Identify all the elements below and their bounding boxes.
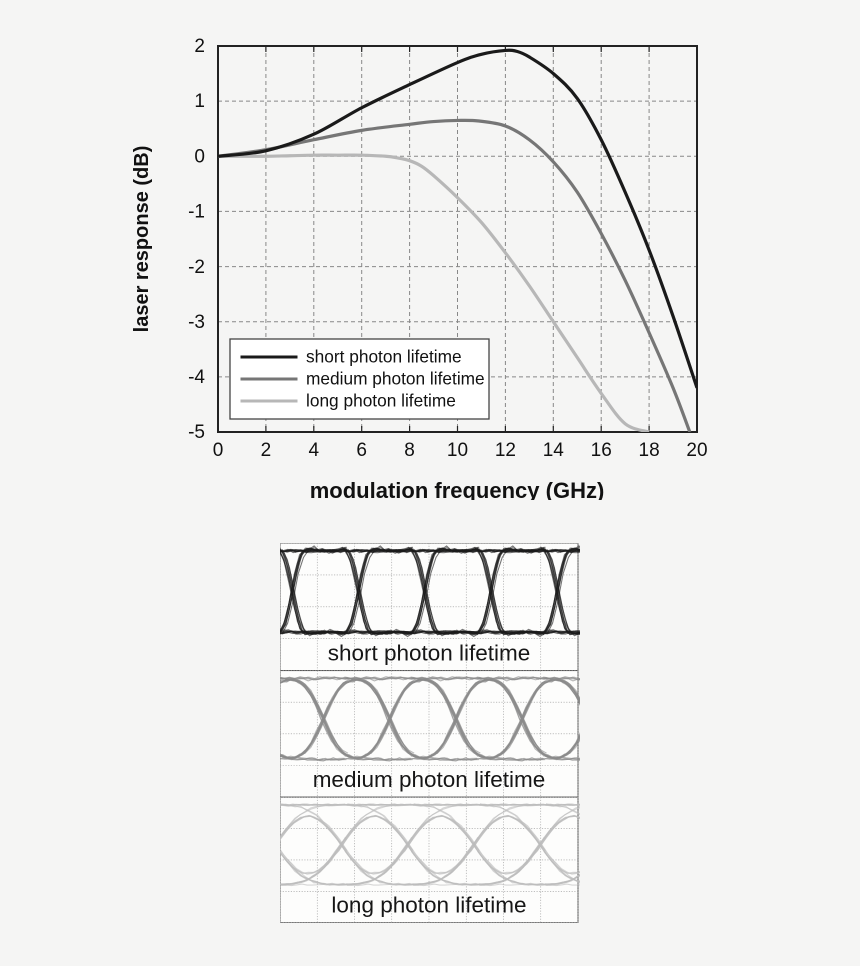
- svg-text:8: 8: [404, 440, 415, 461]
- svg-text:0: 0: [194, 147, 205, 168]
- svg-text:-5: -5: [188, 422, 205, 443]
- svg-text:medium photon lifetime: medium photon lifetime: [306, 369, 485, 389]
- svg-text:long photon lifetime: long photon lifetime: [306, 391, 456, 411]
- svg-text:laser response (dB): laser response (dB): [131, 146, 153, 333]
- svg-text:4: 4: [309, 440, 320, 461]
- svg-text:-4: -4: [188, 367, 205, 388]
- svg-text:18: 18: [639, 440, 660, 461]
- svg-text:14: 14: [543, 440, 565, 461]
- svg-text:12: 12: [495, 440, 516, 461]
- svg-text:short photon lifetime: short photon lifetime: [328, 641, 531, 666]
- svg-text:0: 0: [213, 440, 224, 461]
- svg-text:6: 6: [356, 440, 367, 461]
- svg-text:-1: -1: [188, 202, 205, 223]
- svg-text:-3: -3: [188, 312, 205, 333]
- svg-text:2: 2: [194, 36, 205, 57]
- svg-text:20: 20: [686, 440, 707, 461]
- svg-text:10: 10: [447, 440, 468, 461]
- svg-text:-2: -2: [188, 257, 205, 278]
- svg-text:medium photon lifetime: medium photon lifetime: [313, 767, 546, 792]
- svg-text:1: 1: [194, 91, 205, 112]
- svg-text:modulation frequency (GHz): modulation frequency (GHz): [310, 478, 605, 500]
- svg-text:2: 2: [261, 440, 272, 461]
- svg-text:long photon lifetime: long photon lifetime: [331, 893, 526, 918]
- svg-text:16: 16: [591, 440, 612, 461]
- svg-text:short photon lifetime: short photon lifetime: [306, 347, 462, 367]
